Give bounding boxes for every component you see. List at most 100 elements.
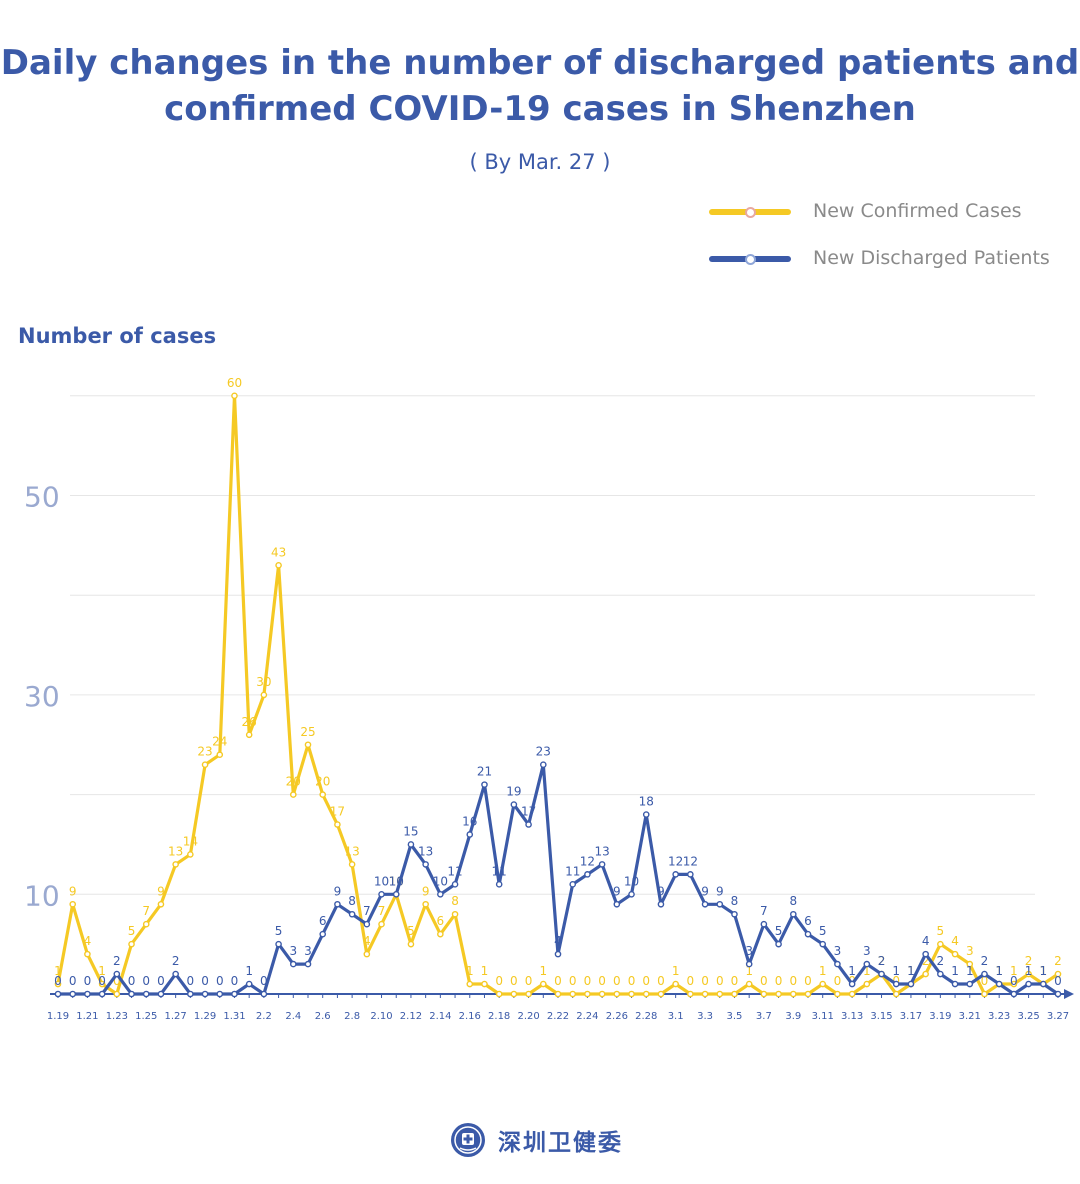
data-label-confirmed: 9 [422, 884, 430, 898]
data-label-confirmed: 43 [271, 545, 286, 559]
data-label-confirmed: 0 [495, 974, 503, 988]
data-point-discharged [981, 970, 988, 978]
data-label-confirmed: 4 [951, 934, 959, 948]
data-label-confirmed: 1 [54, 964, 62, 978]
data-point-discharged [995, 980, 1003, 988]
title-line-1: Daily changes in the number of discharge… [0, 43, 1080, 83]
data-point-discharged [98, 990, 106, 998]
data-point-confirmed [672, 980, 679, 988]
data-label-confirmed: 1 [98, 964, 106, 978]
legend-marker-confirmed [745, 207, 756, 218]
data-label-confirmed: 60 [227, 376, 242, 390]
data-point-confirmed [584, 990, 591, 998]
data-label-confirmed: 20 [315, 775, 330, 789]
data-label-confirmed: 0 [687, 974, 695, 988]
data-point-confirmed [731, 990, 738, 998]
data-label-confirmed: 9 [69, 884, 77, 898]
data-point-discharged [142, 990, 150, 998]
data-label-discharged: 0 [260, 974, 268, 988]
data-point-discharged [466, 831, 474, 838]
data-label-discharged: 4 [554, 934, 562, 948]
data-point-confirmed [231, 392, 238, 400]
data-label-discharged: 10 [389, 874, 404, 888]
data-point-confirmed [892, 990, 900, 998]
data-label-confirmed: 0 [834, 974, 842, 988]
data-label-confirmed: 2 [922, 954, 930, 968]
data-label-discharged: 17 [521, 805, 536, 819]
data-point-confirmed [775, 990, 782, 998]
data-point-discharged [245, 980, 253, 988]
footer: 深圳卫健委 [450, 1120, 623, 1160]
data-point-confirmed [128, 940, 135, 948]
data-point-discharged [554, 950, 562, 958]
data-label-discharged: 1 [245, 964, 253, 978]
x-tick-label: 1.21 [76, 1011, 98, 1022]
data-point-discharged [348, 910, 356, 918]
data-point-discharged [422, 861, 429, 868]
legend-marker-discharged [745, 254, 756, 265]
footer-org-name: 深圳卫健委 [498, 1130, 623, 1156]
x-tick-label: 3.27 [1047, 1011, 1069, 1022]
y-axis-label: Number of cases [18, 324, 217, 348]
data-label-discharged: 21 [477, 765, 492, 779]
data-point-discharged [569, 881, 577, 888]
data-point-discharged [481, 781, 488, 788]
data-label-discharged: 9 [657, 884, 665, 898]
data-label-confirmed: 13 [344, 844, 359, 858]
page-title: Daily changes in the number of discharge… [0, 40, 1080, 132]
data-point-discharged [1010, 990, 1018, 998]
data-label-confirmed: 5 [128, 924, 136, 938]
data-point-discharged [834, 960, 841, 968]
data-point-confirmed [495, 990, 503, 998]
data-label-confirmed: 0 [701, 974, 709, 988]
data-point-confirmed [201, 761, 209, 768]
data-label-discharged: 9 [613, 884, 621, 898]
data-point-discharged [510, 801, 518, 808]
data-point-discharged [966, 980, 974, 988]
data-label-confirmed: 0 [731, 974, 739, 988]
data-point-discharged [437, 891, 444, 898]
data-label-discharged: 5 [775, 924, 783, 938]
data-point-discharged [319, 930, 327, 938]
data-label-confirmed: 5 [407, 924, 415, 938]
data-point-discharged [304, 960, 312, 968]
data-point-discharged [613, 900, 621, 908]
data-label-discharged: 2 [172, 954, 180, 968]
data-point-discharged [378, 891, 385, 898]
data-label-confirmed: 0 [113, 974, 121, 988]
data-point-discharged [819, 940, 827, 948]
data-label-confirmed: 1 [1039, 964, 1047, 978]
data-label-confirmed: 17 [330, 805, 345, 819]
data-label-confirmed: 0 [804, 974, 812, 988]
data-label-discharged: 12 [668, 854, 683, 868]
x-tick-label: 3.23 [988, 1011, 1010, 1022]
data-point-discharged [187, 990, 194, 998]
data-point-discharged [334, 900, 341, 908]
data-point-discharged [789, 910, 797, 918]
data-point-confirmed [525, 990, 532, 998]
data-label-discharged: 3 [834, 944, 842, 958]
data-label-confirmed: 1 [672, 964, 680, 978]
data-label-discharged: 12 [683, 854, 698, 868]
data-point-confirmed [84, 950, 91, 958]
data-point-discharged [275, 940, 282, 948]
x-tick-label: 1.31 [223, 1011, 245, 1022]
data-label-discharged: 10 [433, 874, 448, 888]
data-label-discharged: 8 [731, 894, 739, 908]
data-point-confirmed [819, 980, 827, 988]
x-tick-label: 3.15 [870, 1011, 892, 1022]
data-point-confirmed [451, 910, 459, 918]
data-point-confirmed [407, 940, 415, 948]
data-point-confirmed [613, 990, 621, 998]
data-point-discharged [598, 861, 606, 868]
data-label-confirmed: 7 [378, 904, 386, 918]
data-point-discharged [495, 881, 503, 888]
data-point-discharged [642, 811, 650, 818]
data-point-discharged [878, 970, 885, 978]
data-label-discharged: 0 [69, 974, 77, 988]
data-point-discharged [407, 841, 415, 848]
legend: New Confirmed Cases New Discharged Patie… [705, 196, 1065, 290]
x-tick-label: 2.14 [429, 1011, 451, 1022]
data-point-discharged [1039, 980, 1047, 988]
x-tick-label: 2.12 [400, 1011, 422, 1022]
